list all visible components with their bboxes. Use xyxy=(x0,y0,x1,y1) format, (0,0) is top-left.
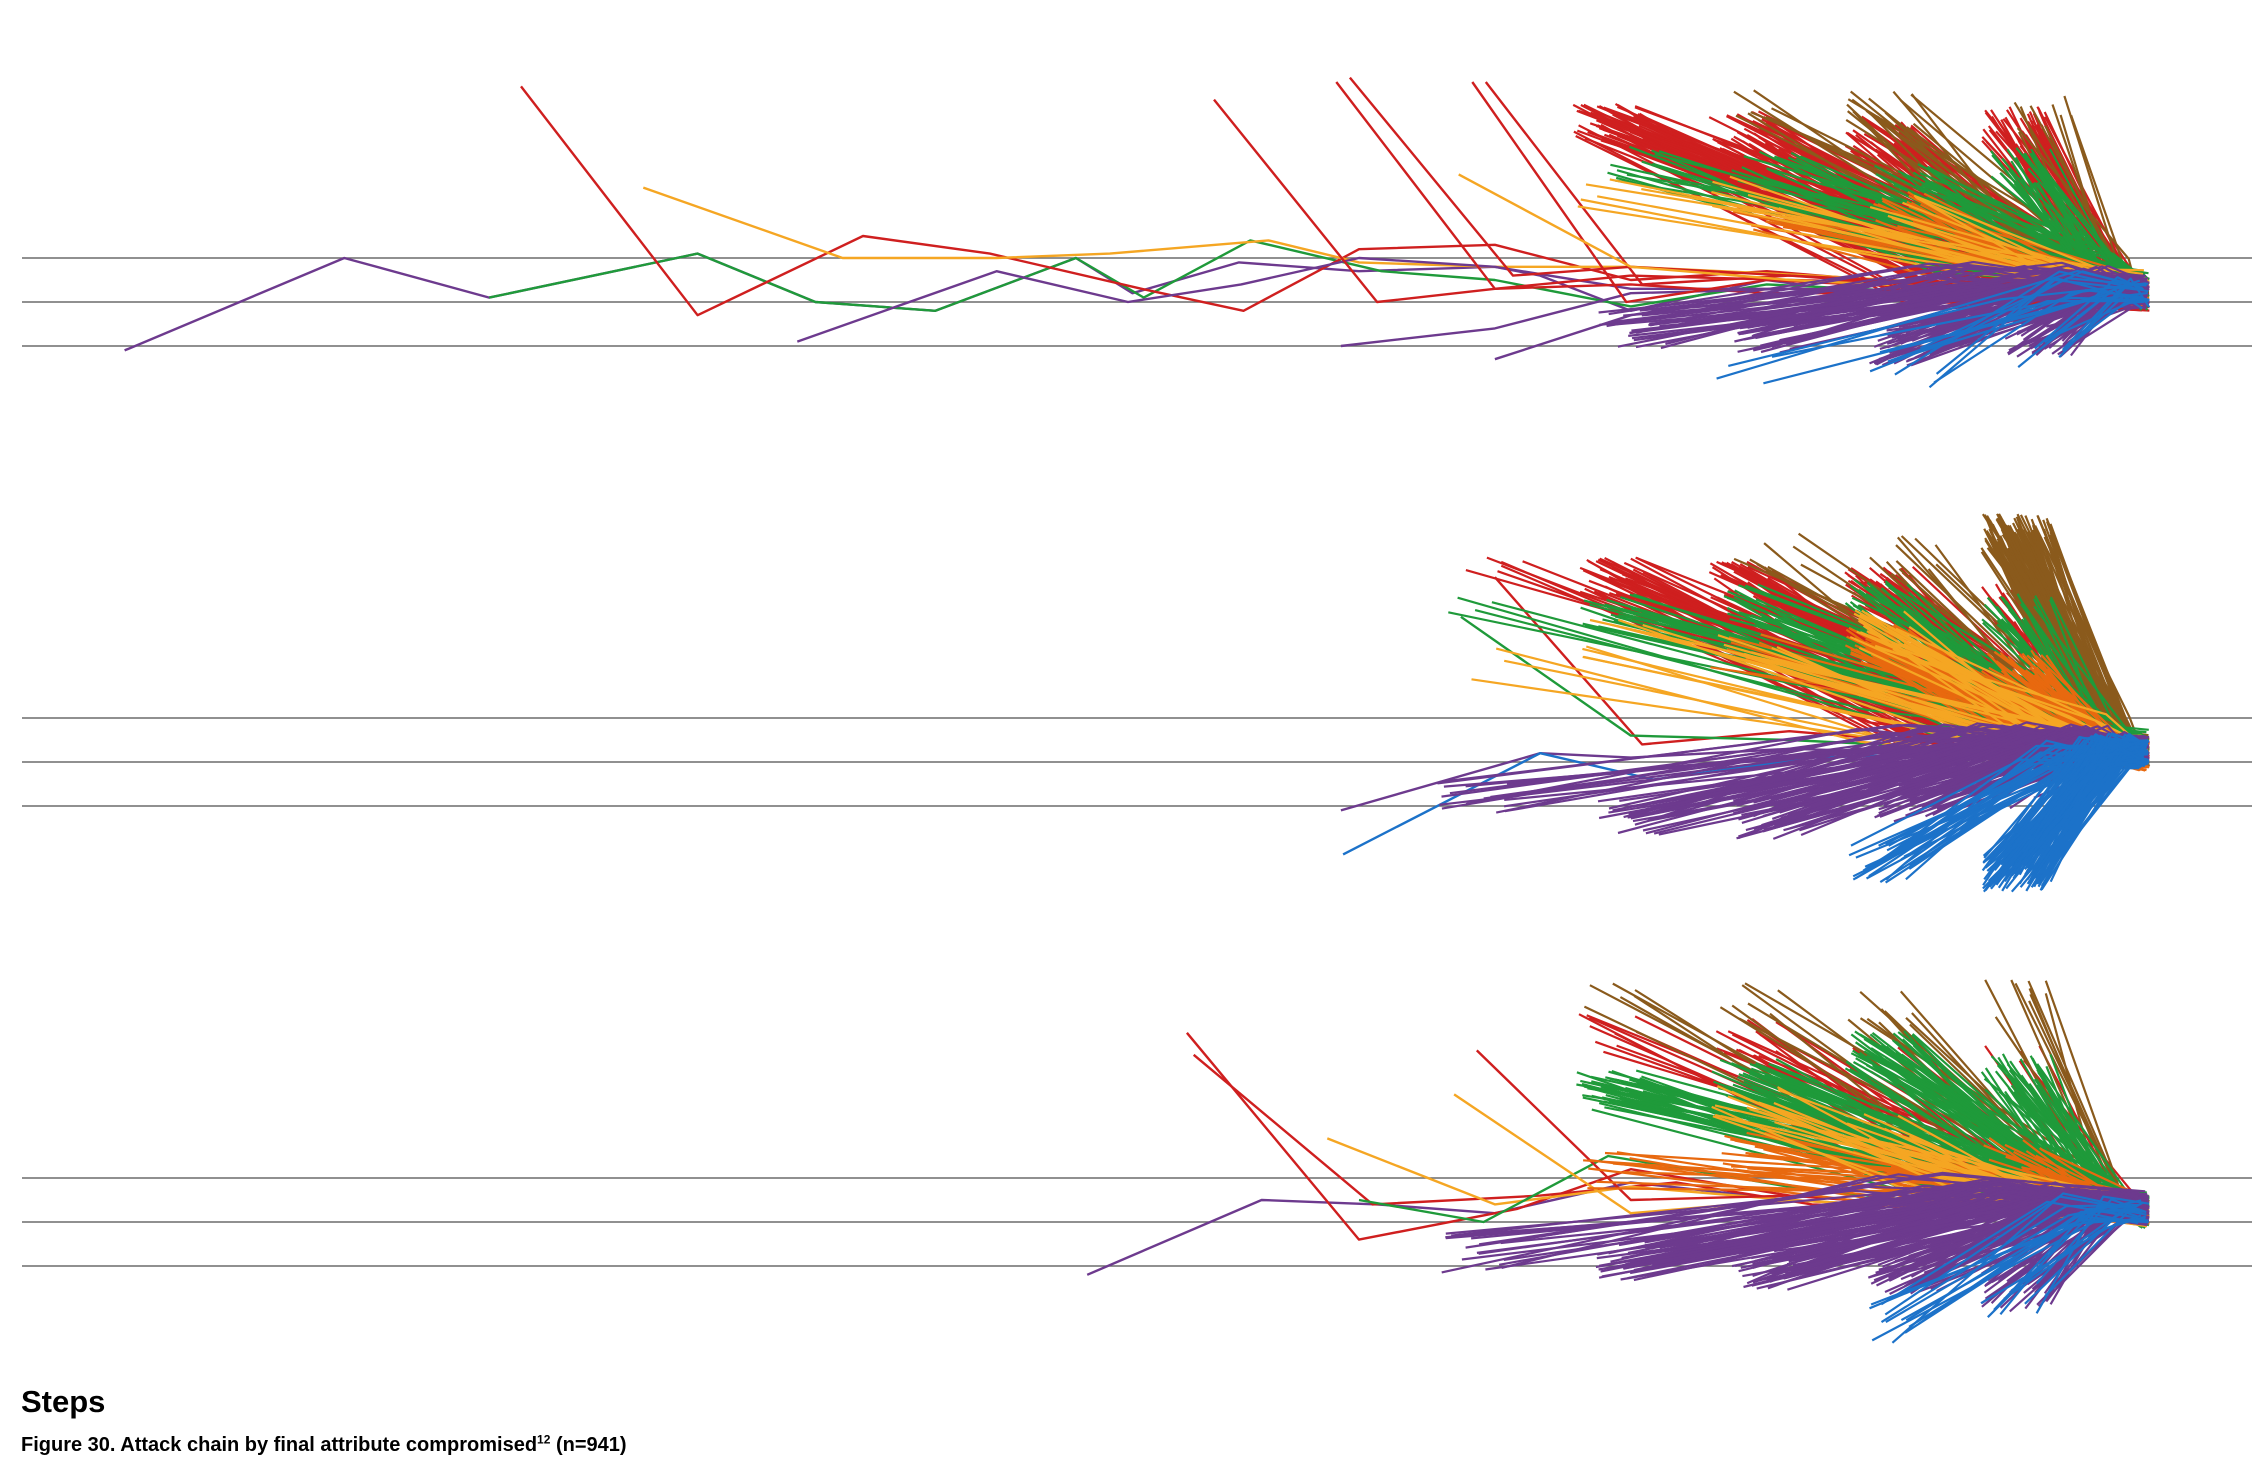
chart-panel-top xyxy=(22,76,2252,389)
chain-line-top-blue-22-10 xyxy=(1869,300,2149,373)
chain-line-top-5 xyxy=(796,256,2130,343)
chart-panel-middle xyxy=(22,513,2252,893)
chain-line-top-blue-22-4 xyxy=(1933,282,2147,384)
chain-line-middle-yellow-20-18 xyxy=(1895,627,2138,743)
chain-line-bottom-blue-25-8 xyxy=(2035,1195,2150,1314)
caption-footnote: 12 xyxy=(537,1432,551,1447)
caption-sample-size: (n=941) xyxy=(555,1434,627,1456)
chain-line-top-blue-23-3 xyxy=(2046,298,2139,340)
chain-line-bottom-blue-25-5 xyxy=(2006,1214,2142,1298)
chain-line-middle-blue-27-117 xyxy=(1995,736,2150,857)
chain-line-bottom-blue-25-6 xyxy=(1999,1208,2140,1315)
chain-line-top-blue-23-8 xyxy=(2062,293,2150,352)
chain-line-middle-blue-27-116 xyxy=(1994,751,2139,877)
chain-line-top-blue-23-2 xyxy=(2062,300,2145,351)
chain-line-top-2 xyxy=(488,239,2130,312)
chart-panel-bottom xyxy=(22,979,2252,1344)
chain-line-bottom-purple-23-37 xyxy=(1990,1196,2149,1304)
chain-line-middle-green-12-7 xyxy=(1895,589,2147,738)
chain-line-bottom-blue-25-10 xyxy=(1980,1215,2147,1305)
chain-line-top-blue-21-4 xyxy=(1771,296,2149,358)
chart-caption: Figure 30. Attack chain by final attribu… xyxy=(21,1432,627,1456)
chain-line-top-blue-22-3 xyxy=(1928,278,2139,389)
chain-line-bottom-blue-24-13 xyxy=(1891,1192,2143,1344)
chain-line-middle-blue-27-120 xyxy=(2032,756,2145,859)
chain-line-middle-blue-27-119 xyxy=(2044,740,2141,883)
chain-line-middle-blue-27-118 xyxy=(2047,736,2142,869)
chain-line-top-3 xyxy=(520,85,2130,317)
chart-title: Steps xyxy=(21,1384,106,1419)
caption-text: Figure 30. Attack chain by final attribu… xyxy=(21,1434,538,1456)
chain-line-top-blue-22-7 xyxy=(1919,270,2143,350)
chain-line-middle-blue-27-101 xyxy=(2042,732,2148,877)
